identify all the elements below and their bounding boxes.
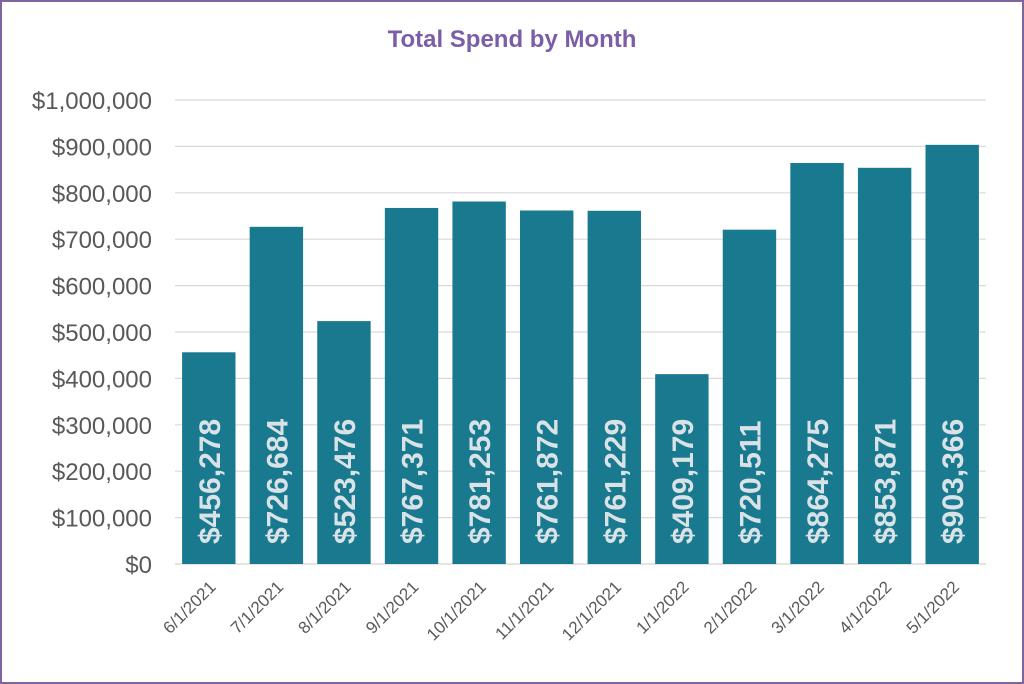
- bars: [182, 144, 979, 565]
- x-tick-label: 7/1/2021: [227, 577, 287, 637]
- bar: [249, 226, 304, 565]
- x-tick-label: 2/1/2022: [700, 577, 760, 637]
- y-tick-label: $300,000: [52, 413, 152, 440]
- bar: [655, 374, 709, 564]
- chart-title: Total Spend by Month: [387, 26, 637, 53]
- data-label: $720,511: [734, 421, 767, 544]
- x-tick-label: 12/1/2021: [558, 577, 625, 644]
- y-tick-label: $100,000: [52, 506, 152, 533]
- data-label: $726,684: [261, 419, 294, 544]
- bar: [182, 352, 236, 564]
- x-tick-label: 10/1/2021: [423, 577, 490, 644]
- bar: [722, 229, 777, 564]
- y-tick-label: $500,000: [52, 320, 152, 347]
- x-tick-label: 8/1/2021: [295, 577, 355, 637]
- gridlines: [175, 99, 986, 565]
- x-tick-label: 11/1/2021: [492, 577, 558, 643]
- bar: [452, 201, 506, 565]
- data-label: $523,476: [329, 419, 362, 544]
- data-label: $781,253: [464, 419, 497, 544]
- data-label: $767,371: [397, 419, 430, 544]
- x-tick-label: 3/1/2022: [768, 577, 828, 637]
- y-tick-label: $400,000: [52, 366, 152, 393]
- bar: [317, 321, 371, 564]
- data-label: $409,179: [667, 419, 700, 544]
- y-tick-label: $200,000: [52, 459, 152, 486]
- data-label: $761,872: [532, 419, 565, 544]
- bar: [587, 210, 641, 565]
- data-label: $853,871: [870, 419, 903, 544]
- y-tick-label: $800,000: [52, 181, 152, 208]
- bar: [790, 162, 844, 565]
- bar: [384, 207, 439, 564]
- x-tick-label: 5/1/2022: [903, 577, 963, 637]
- data-labels: $456,278 $726,684 $523,476 $767,371 $781,253…: [194, 419, 970, 544]
- y-tick-label: $600,000: [52, 274, 152, 301]
- x-axis-ticks: 6/1/2021 7/1/2021 8/1/2021 9/1/2021 10/1/202…: [159, 577, 963, 644]
- data-label: $864,275: [802, 419, 835, 544]
- x-tick-label: 4/1/2022: [835, 577, 895, 637]
- x-tick-label: 1/1/2022: [632, 577, 692, 637]
- bar: [520, 210, 574, 564]
- x-tick-label: 6/1/2021: [159, 577, 219, 637]
- data-label: $456,278: [194, 419, 227, 544]
- y-tick-label: $900,000: [52, 134, 152, 161]
- y-tick-label: $700,000: [52, 227, 152, 254]
- data-label: $761,229: [599, 419, 632, 544]
- y-axis-ticks: $0 $100,000 $200,000 $300,000 $400,000 $500,0…: [32, 88, 152, 579]
- data-label: $903,366: [937, 419, 970, 544]
- bar: [857, 167, 912, 564]
- y-tick-label: $1,000,000: [32, 88, 152, 115]
- x-tick-label: 9/1/2021: [362, 577, 422, 637]
- bar: [925, 144, 979, 564]
- y-tick-label: $0: [125, 552, 152, 579]
